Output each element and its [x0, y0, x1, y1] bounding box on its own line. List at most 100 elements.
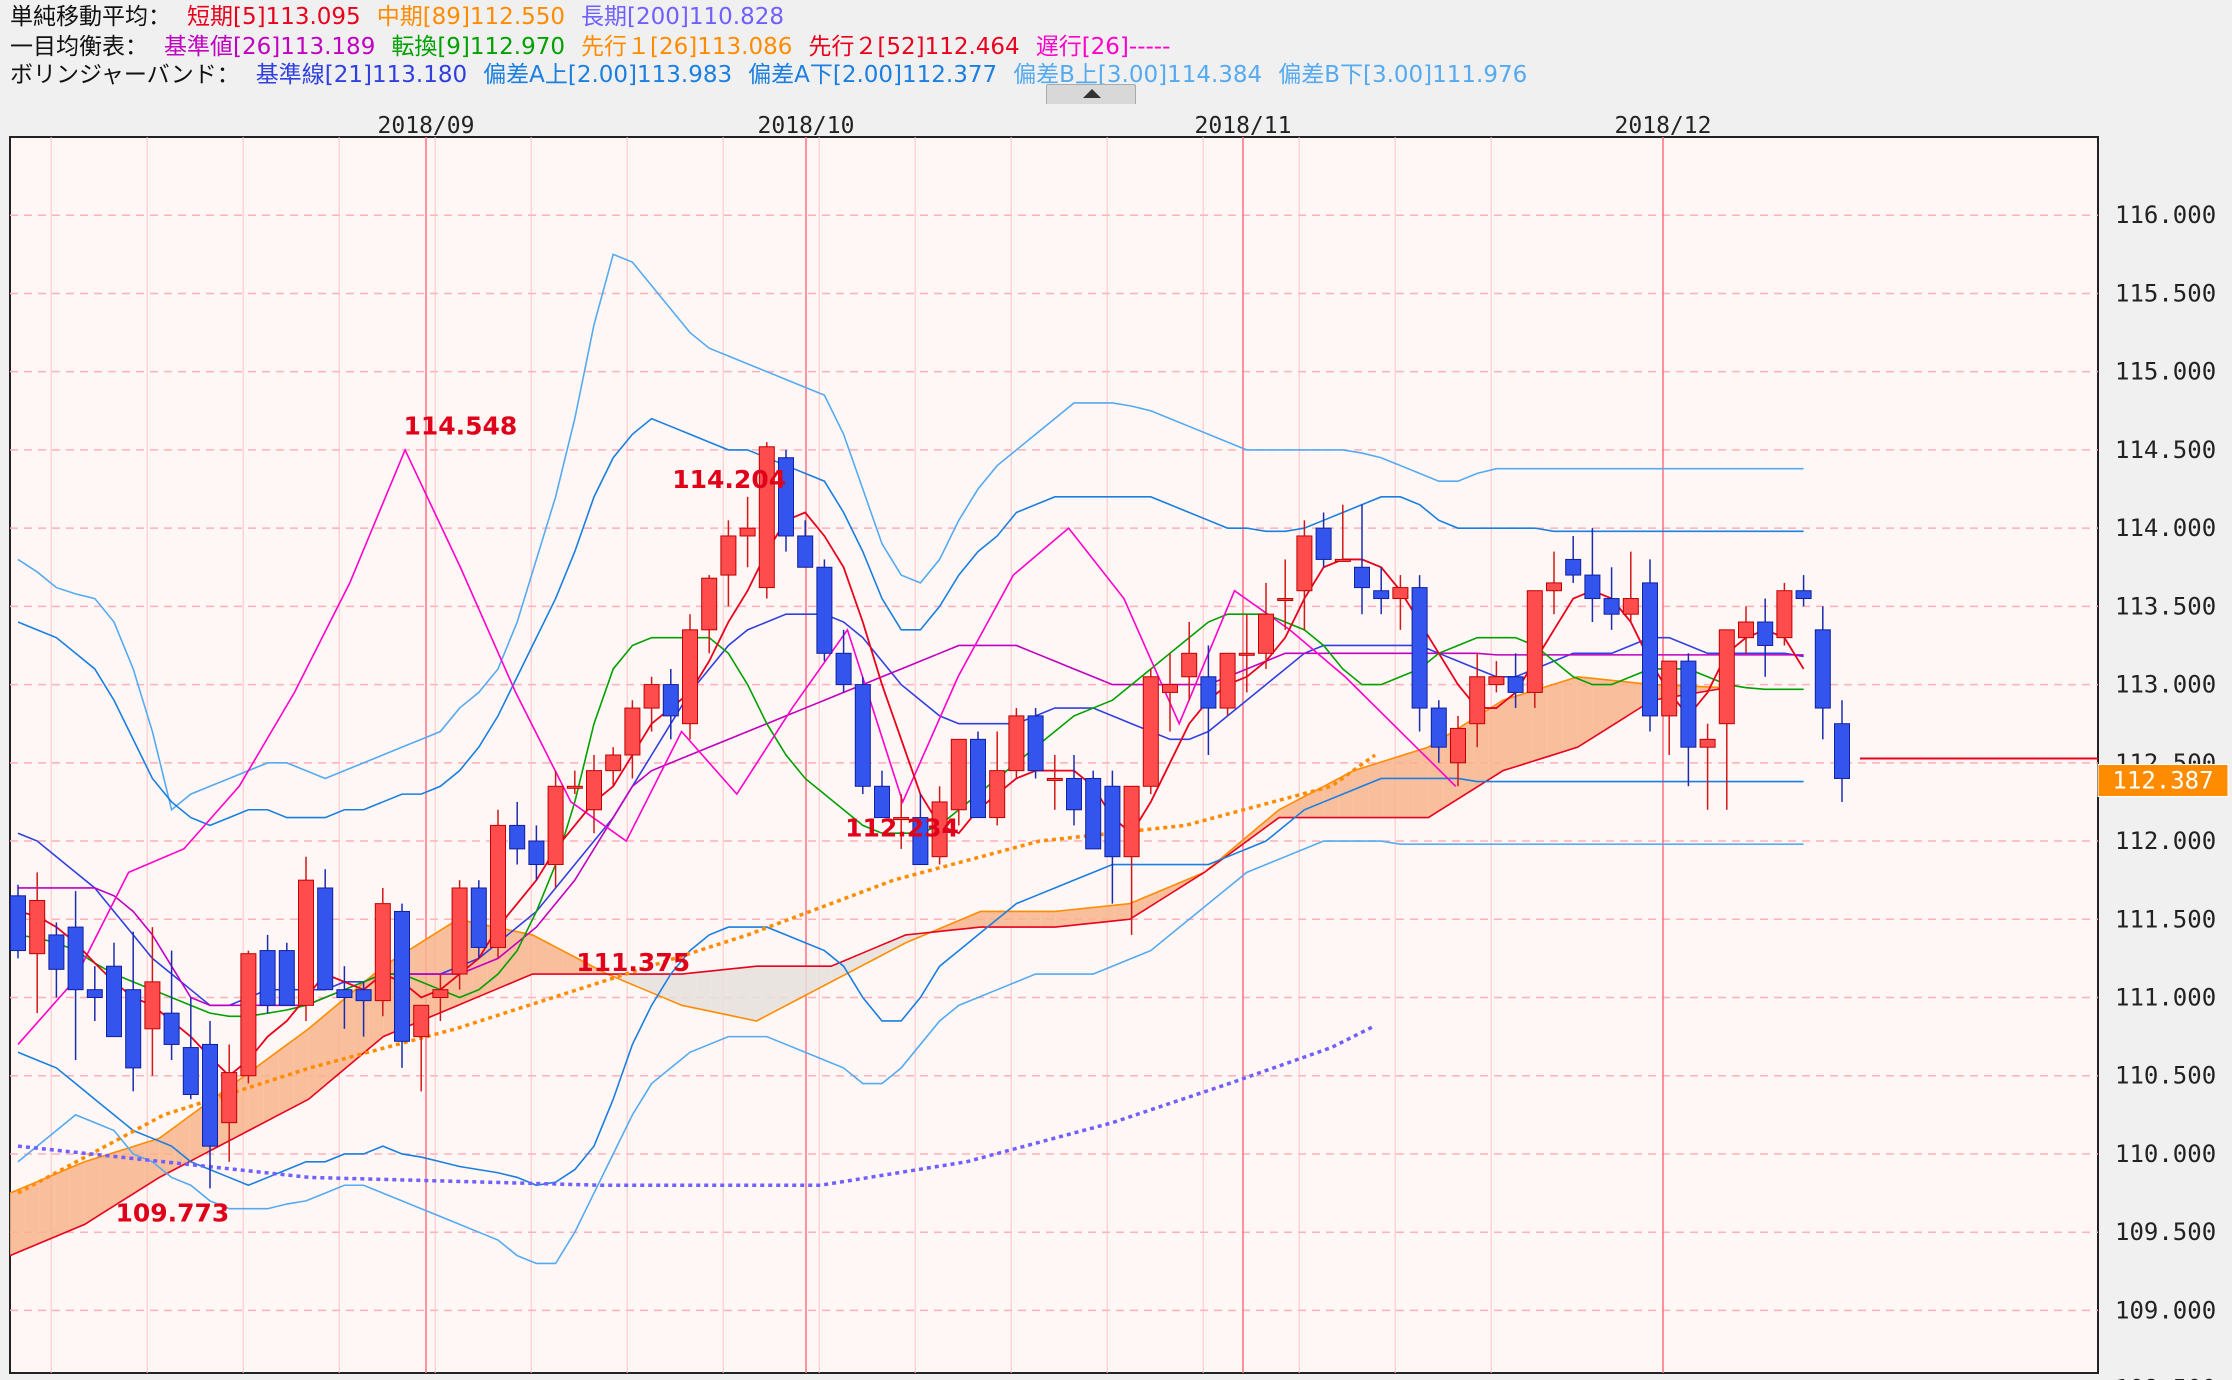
- sma-mid-label: 中期[89]112.550: [376, 4, 566, 30]
- cloud-segment: [995, 911, 1011, 928]
- candle-body: [106, 965, 122, 1038]
- senko1-label: 先行１[26]113.086: [581, 34, 793, 60]
- last-price-label: 112.387: [2112, 767, 2213, 795]
- candle-body: [1469, 676, 1486, 725]
- chevron-up-icon: [1083, 89, 1101, 98]
- cloud-segment: [24, 1180, 40, 1250]
- candle-body: [1392, 587, 1409, 600]
- cloud-segment: [651, 974, 667, 1000]
- cloud-segment: [1055, 909, 1071, 928]
- sma-short-line: [17, 511, 1805, 1077]
- candle-body: [1834, 723, 1850, 779]
- candle-body: [643, 684, 660, 709]
- cloud-segment: [1398, 751, 1414, 818]
- cloud-segment: [1114, 903, 1130, 921]
- cloud-segment: [189, 1105, 205, 1162]
- cloud-segment: [1353, 765, 1369, 818]
- y-tick-label: 111.500: [2115, 905, 2216, 933]
- price-axis: 116.000 115.500 115.000 114.500 114.000 113.5…: [2115, 201, 2216, 1380]
- candle-body: [1699, 738, 1716, 748]
- candle-body: [1104, 785, 1121, 858]
- chikou-line: [17, 447, 1457, 1045]
- candle-body: [816, 566, 833, 654]
- candle-body: [1507, 676, 1524, 693]
- plot-area: [9, 136, 2099, 1374]
- candle-body: [1008, 715, 1025, 772]
- sma-title: 単純移動平均：: [10, 4, 171, 30]
- cloud-segment: [174, 1116, 190, 1170]
- cloud-segment: [1488, 700, 1503, 781]
- cloud-segment: [114, 1147, 130, 1206]
- bb-upper-b-line: [17, 253, 1804, 812]
- grid: [10, 137, 2098, 1373]
- cloud-segment: [1577, 676, 1593, 748]
- cloud-segment: [502, 928, 518, 987]
- candle-body: [1488, 676, 1505, 686]
- candle-body: [528, 840, 545, 866]
- candle-body: [720, 535, 737, 576]
- cloud-segment: [39, 1174, 55, 1244]
- cloud-segment: [1697, 686, 1713, 693]
- last-price-badge: [2097, 764, 2229, 798]
- candle-body: [566, 785, 583, 789]
- ichimoku-legend: 一目均衡表： 基準値[26]113.189 転換[9]112.970 先行１[26]1…: [10, 32, 1186, 62]
- candle-body: [394, 910, 410, 1042]
- candle-body: [1546, 582, 1562, 592]
- candle-body: [336, 989, 353, 999]
- candle-body: [67, 926, 84, 991]
- candle-body: [355, 989, 372, 1002]
- candle-body: [1757, 621, 1774, 646]
- sma-legend: 単純移動平均： 短期[5]113.095 中期[89]112.550 長期[200]1…: [10, 2, 800, 32]
- candle-body: [1603, 598, 1620, 615]
- bb-lower-b-line: [17, 840, 1804, 1265]
- cloud-segment: [801, 966, 817, 998]
- y-tick-label: 115.500: [2115, 279, 2216, 307]
- candle-body: [797, 535, 814, 568]
- cloud-segment: [1622, 681, 1638, 720]
- candle-body: [989, 770, 1006, 819]
- cloud-segment: [890, 934, 906, 951]
- cloud-segment: [69, 1161, 85, 1231]
- candle-body: [912, 817, 929, 866]
- sma-mid-line: [17, 753, 1377, 1195]
- candle-body: [1584, 574, 1601, 600]
- candle-body: [259, 950, 276, 1006]
- candle-body: [125, 989, 142, 1069]
- candle-body: [893, 817, 910, 821]
- y-tick-label: 113.500: [2115, 592, 2216, 620]
- candle-body: [1354, 566, 1370, 589]
- cloud-segment: [84, 1157, 100, 1225]
- cloud-segment: [1025, 911, 1041, 928]
- candle-body: [547, 785, 564, 866]
- cloud-segment: [263, 1050, 279, 1123]
- candle-body: [605, 754, 622, 772]
- candle-body: [144, 981, 161, 1030]
- cloud-segment: [159, 1127, 175, 1178]
- bb-dnb-label: 偏差B下[3.00]111.976: [1278, 62, 1528, 88]
- cloud-segment: [1607, 679, 1623, 729]
- date-tick-label: 2018/11: [1195, 113, 1292, 139]
- y-tick-label: 114.000: [2115, 514, 2216, 542]
- candle-body: [374, 903, 391, 1002]
- cloud-segment: [1532, 686, 1548, 762]
- cloud-segment: [547, 942, 563, 975]
- cloud-segment: [1084, 906, 1100, 924]
- candle-body: [1718, 629, 1735, 725]
- cloud-segment: [950, 917, 966, 931]
- cloud-segment: [741, 966, 757, 1021]
- candle-body: [1776, 590, 1793, 639]
- cloud-segment: [1308, 786, 1324, 818]
- y-tick-label: 109.000: [2115, 1296, 2216, 1324]
- cloud-segment: [1264, 809, 1280, 829]
- candle-body: [509, 824, 526, 850]
- candle-body: [163, 1012, 180, 1045]
- candle-body: [950, 738, 967, 811]
- date-tick-label: 2018/09: [378, 113, 475, 139]
- cloud-segment: [10, 1186, 25, 1256]
- cloud-segment: [1099, 905, 1115, 923]
- cloud-segment: [726, 967, 742, 1018]
- cloud-segment: [323, 1003, 339, 1087]
- y-tick-label: 116.000: [2115, 201, 2216, 229]
- price-annotations: 114.548 114.204 111.375 109.773 112.234: [115, 411, 958, 1227]
